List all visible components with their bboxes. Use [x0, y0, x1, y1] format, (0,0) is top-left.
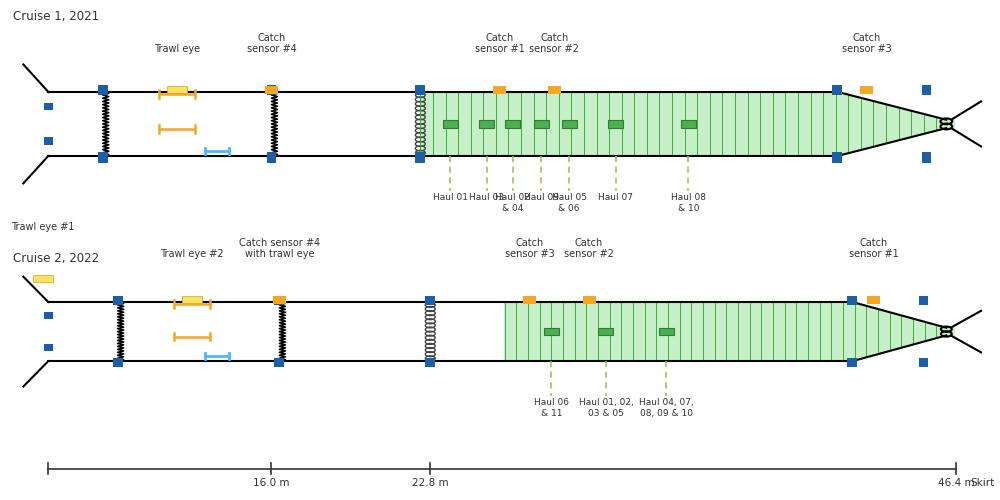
Bar — [113, 358, 123, 368]
Bar — [273, 296, 286, 304]
Bar — [33, 275, 53, 282]
Bar — [274, 358, 284, 368]
Bar — [544, 328, 559, 336]
Text: Catch
sensor #3: Catch sensor #3 — [842, 32, 892, 54]
Bar — [919, 296, 928, 305]
Bar — [98, 152, 108, 162]
Bar — [415, 152, 425, 162]
Bar — [659, 328, 674, 336]
Bar — [922, 152, 931, 162]
Bar — [860, 86, 873, 94]
Text: Haul 03: Haul 03 — [469, 193, 504, 202]
Text: Trawl eye: Trawl eye — [154, 44, 200, 54]
Bar — [425, 296, 435, 305]
Bar — [583, 296, 596, 304]
Bar — [425, 358, 435, 368]
Bar — [548, 86, 561, 94]
Bar — [832, 85, 842, 96]
Bar — [265, 86, 278, 94]
Text: Haul 04, 07,
08, 09 & 10: Haul 04, 07, 08, 09 & 10 — [639, 398, 694, 417]
Bar — [415, 85, 425, 96]
Bar — [922, 85, 931, 96]
Text: Skirt: Skirt — [970, 478, 994, 488]
Text: Cruise 2, 2022: Cruise 2, 2022 — [13, 252, 100, 266]
Bar — [608, 120, 623, 128]
Bar — [267, 152, 276, 162]
Text: Haul 01: Haul 01 — [433, 193, 468, 202]
Bar — [443, 120, 458, 128]
Text: Haul 07: Haul 07 — [598, 193, 633, 202]
Text: Trawl eye #2: Trawl eye #2 — [160, 250, 224, 260]
Text: Catch
sensor #1: Catch sensor #1 — [849, 238, 899, 260]
Bar — [479, 120, 494, 128]
Bar — [832, 152, 842, 162]
Bar — [44, 103, 53, 110]
Text: Catch
sensor #1: Catch sensor #1 — [475, 32, 525, 54]
Bar — [44, 312, 53, 319]
Bar — [598, 328, 613, 336]
Bar — [182, 296, 202, 303]
Bar — [44, 344, 53, 351]
Text: Haul 08
& 10: Haul 08 & 10 — [671, 193, 706, 212]
Text: Catch
sensor #4: Catch sensor #4 — [247, 32, 296, 54]
Bar — [523, 296, 536, 304]
Text: Cruise 1, 2021: Cruise 1, 2021 — [13, 10, 100, 23]
Text: Catch
sensor #2: Catch sensor #2 — [564, 238, 614, 260]
Bar — [534, 120, 549, 128]
Text: Catch
sensor #3: Catch sensor #3 — [505, 238, 554, 260]
Bar — [44, 138, 53, 144]
Bar — [681, 120, 696, 128]
Bar — [274, 296, 284, 305]
Bar — [505, 120, 520, 128]
Polygon shape — [505, 302, 954, 361]
Bar — [98, 85, 108, 96]
Text: Haul 06
& 11: Haul 06 & 11 — [534, 398, 569, 417]
Bar — [847, 296, 857, 305]
Bar — [562, 120, 577, 128]
Polygon shape — [420, 92, 954, 156]
Bar — [167, 86, 187, 93]
Bar — [847, 358, 857, 368]
Bar — [867, 296, 880, 304]
Bar — [113, 296, 123, 305]
Bar — [919, 358, 928, 368]
Bar — [267, 85, 276, 96]
Text: Catch
sensor #2: Catch sensor #2 — [529, 32, 579, 54]
Text: Haul 01, 02,
03 & 05: Haul 01, 02, 03 & 05 — [579, 398, 633, 417]
Text: 16.0 m: 16.0 m — [253, 478, 290, 488]
Text: Haul 09: Haul 09 — [524, 193, 559, 202]
Bar — [493, 86, 506, 94]
Text: Haul 02
& 04: Haul 02 & 04 — [495, 193, 530, 212]
Text: Haul 05
& 06: Haul 05 & 06 — [552, 193, 587, 212]
Text: Trawl eye #1: Trawl eye #1 — [11, 222, 75, 232]
Text: 22.8 m: 22.8 m — [412, 478, 449, 488]
Text: Catch sensor #4
with trawl eye: Catch sensor #4 with trawl eye — [239, 238, 320, 260]
Text: 46.4 m: 46.4 m — [938, 478, 975, 488]
